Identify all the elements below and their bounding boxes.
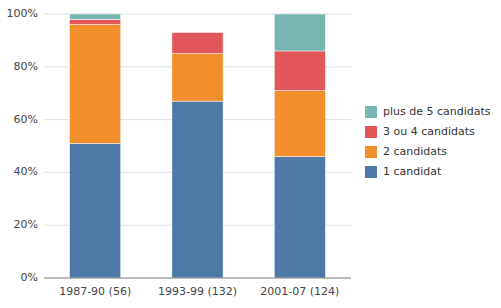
chart-container: 0% 20% 40% 60% 80% 100% 1987-90 (56) 1993-99 (1… bbox=[0, 0, 501, 308]
bar-segment bbox=[172, 32, 223, 53]
legend-swatch bbox=[365, 166, 377, 178]
x-axis: 1987-90 (56) 1993-99 (132) 2001-07 (124) bbox=[44, 278, 351, 298]
bar-segment bbox=[172, 32, 223, 33]
legend-swatch bbox=[365, 126, 377, 138]
legend-label: 3 ou 4 candidats bbox=[383, 125, 475, 138]
x-tick-label: 1993-99 (132) bbox=[158, 285, 237, 298]
bar-segment bbox=[172, 101, 223, 278]
y-tick-label: 20% bbox=[14, 218, 38, 231]
bar-segment bbox=[274, 157, 325, 278]
y-tick-label: 60% bbox=[14, 113, 38, 126]
legend-swatch bbox=[365, 106, 377, 118]
legend-label: 2 candidats bbox=[383, 145, 447, 158]
bar-segment bbox=[70, 143, 121, 278]
bar-segment bbox=[274, 14, 325, 51]
bars bbox=[70, 14, 326, 278]
chart-svg: 0% 20% 40% 60% 80% 100% 1987-90 (56) 1993-99 (1… bbox=[0, 0, 501, 308]
y-tick-label: 100% bbox=[7, 7, 38, 20]
x-tick-label: 2001-07 (124) bbox=[260, 285, 339, 298]
y-axis: 0% 20% 40% 60% 80% 100% bbox=[7, 7, 38, 284]
bar-segment bbox=[172, 54, 223, 102]
bar-segment bbox=[70, 19, 121, 24]
grid bbox=[44, 14, 351, 278]
grid-line bbox=[44, 278, 351, 279]
legend-swatch bbox=[365, 146, 377, 158]
legend-label: plus de 5 candidats bbox=[383, 105, 491, 118]
y-tick-label: 40% bbox=[14, 165, 38, 178]
legend-label: 1 candidat bbox=[383, 165, 442, 178]
x-tick-label: 1987-90 (56) bbox=[59, 285, 131, 298]
bar-segment bbox=[70, 25, 121, 144]
x-axis-line bbox=[44, 278, 351, 279]
bar-segment bbox=[70, 14, 121, 19]
series bbox=[70, 14, 326, 51]
bar-segment bbox=[274, 91, 325, 157]
y-tick-label: 80% bbox=[14, 60, 38, 73]
bar-segment bbox=[274, 51, 325, 91]
y-tick-label: 0% bbox=[21, 271, 38, 284]
legend: plus de 5 candidats 3 ou 4 candidats 2 can… bbox=[365, 105, 491, 178]
